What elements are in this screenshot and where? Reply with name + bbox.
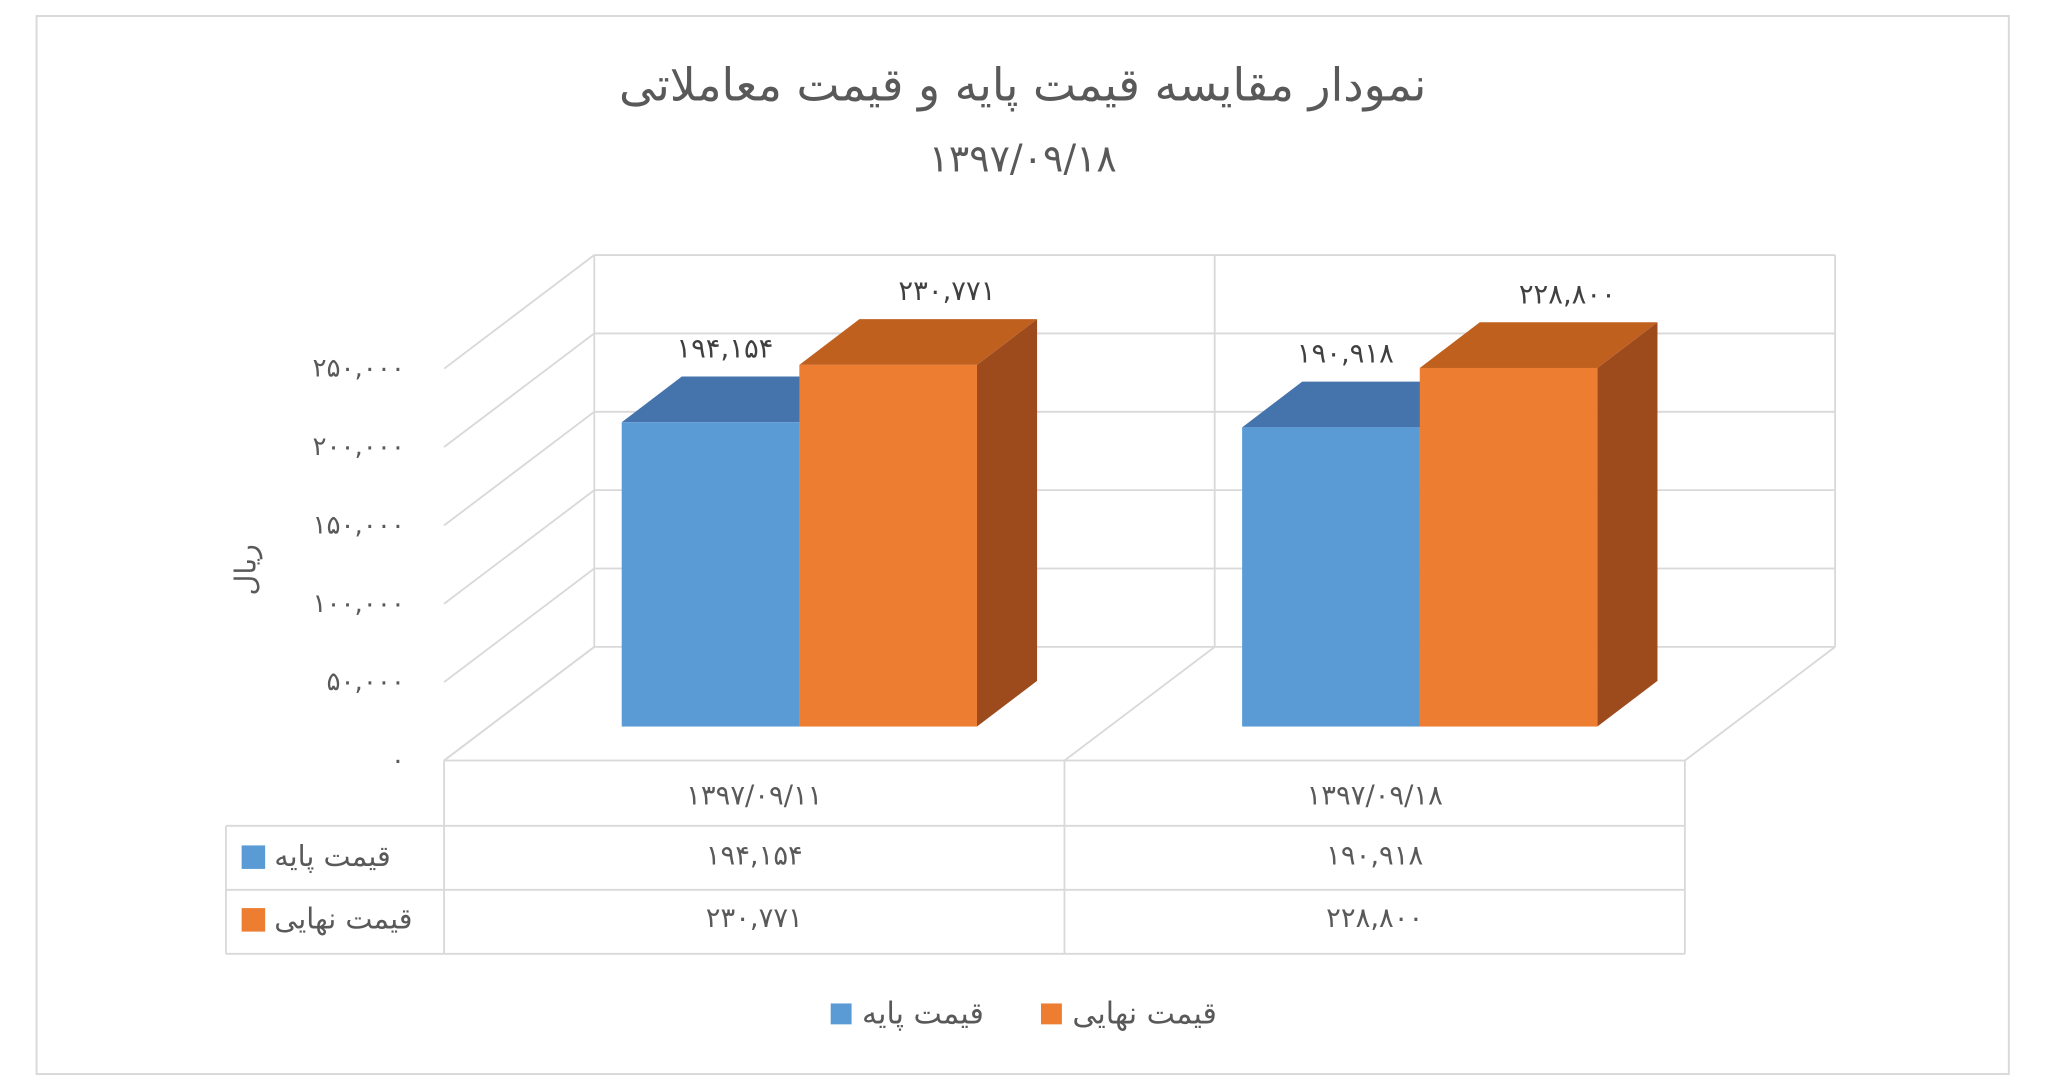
legend: قیمت پایه قیمت نهایی [830,996,1217,1031]
category-label: ۱۳۹۷/۰۹/۱۸ [1307,780,1443,811]
category-label: ۱۳۹۷/۰۹/۱۱ [686,780,822,811]
chart-title: نمودار مقایسه قیمت پایه و قیمت معاملاتی [619,59,1426,113]
chart-subtitle: ۱۳۹۷/۰۹/۱۸ [929,136,1117,180]
bar-front-face [621,422,800,727]
bar-front-face [1419,367,1598,727]
y-tick-label: ۰ [391,746,405,776]
table-row-name: قیمت نهایی [274,902,412,936]
data-label: ۱۹۰,۹۱۸ [1297,339,1394,370]
data-label: ۲۲۸,۸۰۰ [1519,279,1616,310]
table-legend-key-final-price [241,908,266,932]
floor-divider [443,646,595,762]
bar-top-face [799,319,1038,365]
side-wall-gridline [443,411,595,527]
legend-key-final-price [1040,1003,1062,1025]
side-wall-gridline [443,254,595,370]
bar-top-face [1419,322,1658,368]
floor-divider [1684,646,1836,762]
table-cell: ۱۹۰,۹۱۸ [1326,840,1423,871]
legend-entry: قیمت پایه [862,996,984,1031]
y-axis-title: ریال [229,544,263,595]
data-labels: ۱۹۴,۱۵۴ ۲۳۰,۷۷۱ ۱۹۰,۹۱۸ ۲۲۸,۸۰۰ [676,276,1615,369]
data-label: ۱۹۴,۱۵۴ [676,334,773,365]
floor-divider [1063,646,1216,762]
table-cell: ۱۹۴,۱۵۴ [706,840,803,871]
data-table: ۱۳۹۷/۰۹/۱۱ ۱۳۹۷/۰۹/۱۸ قیمت پایه ۱۹۴,۱۵۴ … [225,760,1686,955]
bars [621,319,1658,727]
bar [1419,322,1658,727]
data-label: ۲۳۰,۷۷۱ [898,276,995,307]
bar-front-face [799,364,977,727]
y-axis-tick-labels: ۰ ۵۰,۰۰۰ ۱۰۰,۰۰۰ ۱۵۰,۰۰۰ ۲۰۰,۰۰۰ ۲۵۰,۰۰۰ [312,354,404,776]
side-wall-gridline [443,567,595,683]
bar-side-face [976,319,1038,727]
side-wall-gridline [443,332,595,448]
table-row-name: قیمت پایه [274,839,390,873]
y-tick-label: ۱۰۰,۰۰۰ [312,589,404,619]
legend-entry: قیمت نهایی [1072,996,1217,1031]
y-tick-label: ۲۰۰,۰۰۰ [312,432,404,462]
bar-side-face [1597,322,1658,727]
side-wall-gridline [443,489,595,605]
table-legend-key-base-price [241,845,266,869]
bar-front-face [1242,427,1420,727]
y-tick-label: ۲۵۰,۰۰۰ [312,354,404,384]
y-tick-label: ۵۰,۰۰۰ [326,667,404,697]
table-cell: ۲۲۸,۸۰۰ [1326,903,1423,934]
legend-key-base-price [830,1003,852,1025]
bar [799,319,1038,727]
y-tick-label: ۱۵۰,۰۰۰ [312,510,404,540]
table-cell: ۲۳۰,۷۷۱ [706,903,803,934]
